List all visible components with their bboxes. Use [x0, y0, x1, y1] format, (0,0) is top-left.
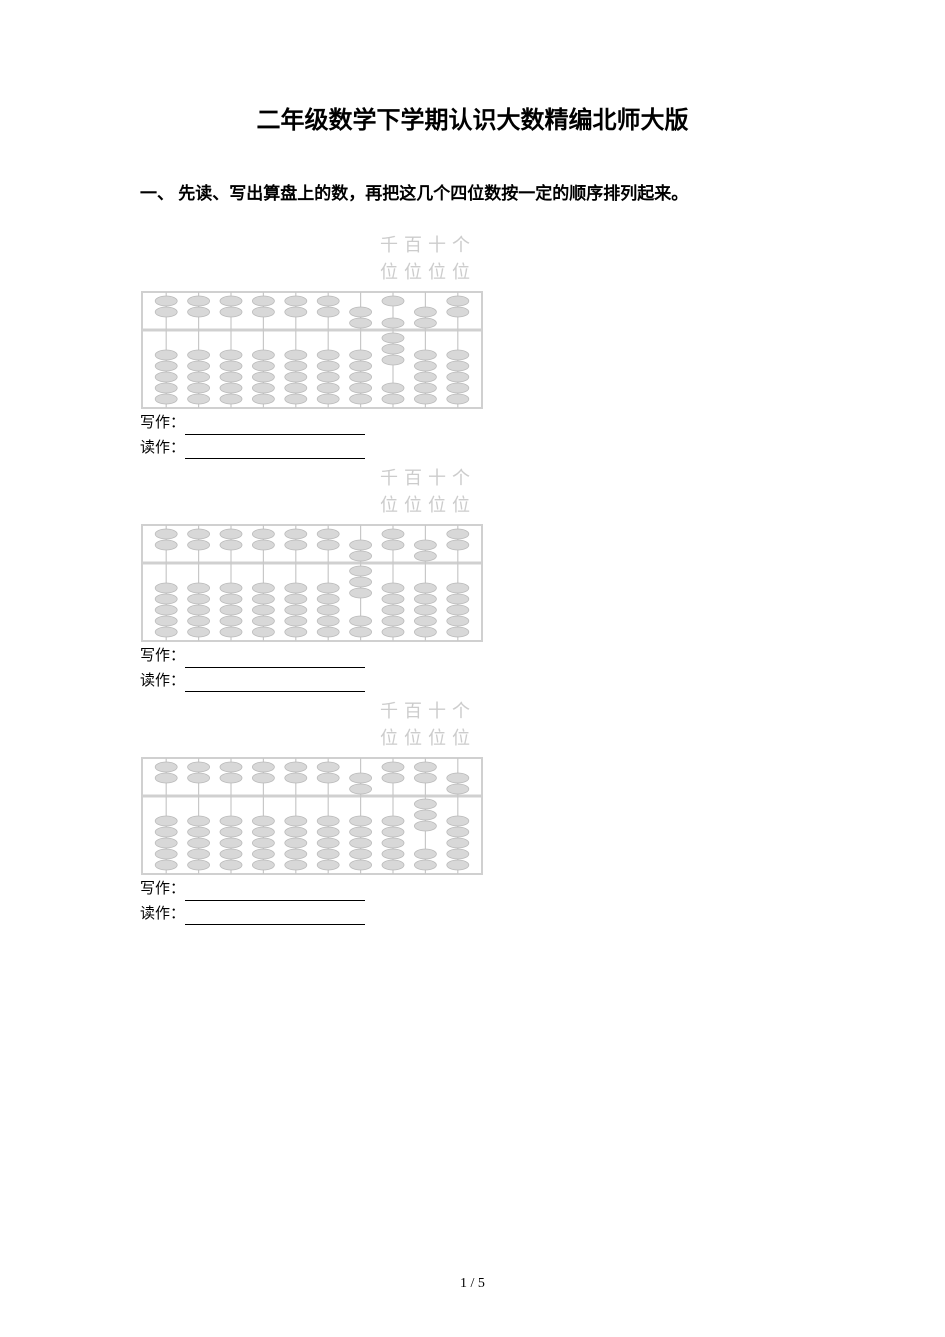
read-label: 读作： — [140, 673, 185, 689]
abacus-diagram-1 — [140, 290, 484, 410]
abacus-block-1: 千百十个 位位位位 写作： 读作： — [140, 232, 805, 459]
place-row-2: 位位位位 — [380, 725, 805, 752]
abacus-block-2: 千百十个 位位位位 写作： 读作： — [140, 465, 805, 692]
write-label: 写作： — [140, 415, 185, 431]
blank-write-1[interactable] — [185, 421, 365, 435]
write-label: 写作： — [140, 648, 185, 664]
blank-write-2[interactable] — [185, 654, 365, 668]
write-line-1: 写作： — [140, 412, 805, 435]
blank-read-1[interactable] — [185, 445, 365, 459]
read-line-2: 读作： — [140, 670, 805, 693]
blank-write-3[interactable] — [185, 887, 365, 901]
place-labels-1: 千百十个 位位位位 — [140, 232, 805, 286]
read-label: 读作： — [140, 906, 185, 922]
write-label: 写作： — [140, 881, 185, 897]
place-labels-2: 千百十个 位位位位 — [140, 465, 805, 519]
page-number: 1 / 5 — [0, 1276, 945, 1292]
blank-read-3[interactable] — [185, 911, 365, 925]
place-labels-3: 千百十个 位位位位 — [140, 698, 805, 752]
write-line-3: 写作： — [140, 878, 805, 901]
section-1-heading: 一、 先读、写出算盘上的数，再把这几个四位数按一定的顺序排列起来。 — [140, 175, 805, 212]
abacus-diagram-3 — [140, 756, 484, 876]
place-row-2: 位位位位 — [380, 259, 805, 286]
place-row-1: 千百十个 — [380, 465, 805, 492]
write-line-2: 写作： — [140, 645, 805, 668]
place-row-2: 位位位位 — [380, 492, 805, 519]
page-title: 二年级数学下学期认识大数精编北师大版 — [140, 100, 805, 135]
abacus-block-3: 千百十个 位位位位 写作： 读作： — [140, 698, 805, 925]
read-line-1: 读作： — [140, 437, 805, 460]
read-label: 读作： — [140, 440, 185, 456]
blank-read-2[interactable] — [185, 678, 365, 692]
read-line-3: 读作： — [140, 903, 805, 926]
abacus-diagram-2 — [140, 523, 484, 643]
place-row-1: 千百十个 — [380, 232, 805, 259]
place-row-1: 千百十个 — [380, 698, 805, 725]
